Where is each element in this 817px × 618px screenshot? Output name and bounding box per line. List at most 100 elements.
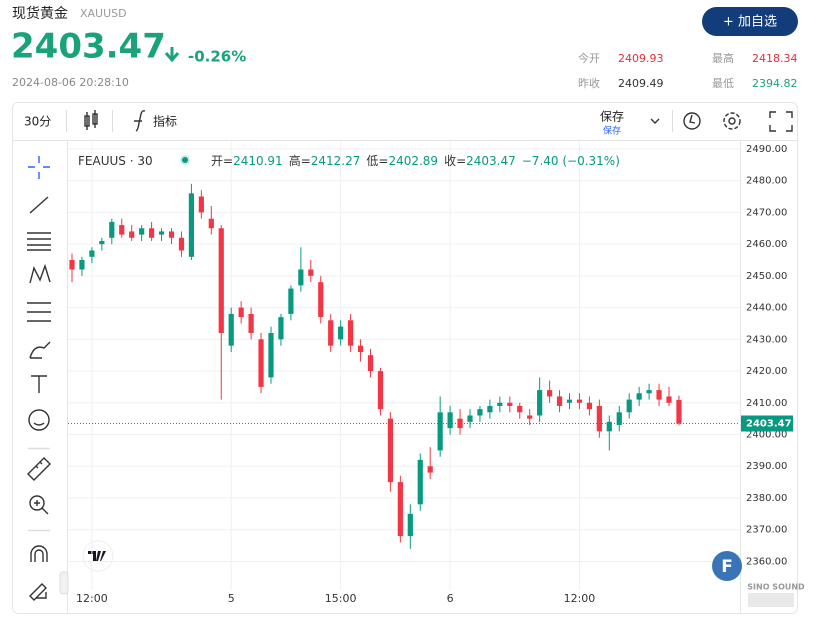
candle-body (218, 228, 224, 333)
candle-body (437, 412, 443, 451)
x-tick-label: 12:00 (76, 592, 108, 605)
candle-body (676, 399, 682, 424)
candle-body (517, 405, 523, 413)
candle-body (149, 228, 155, 238)
candle-body (566, 399, 573, 403)
zoom-tool[interactable] (29, 495, 45, 511)
candle-body (417, 459, 423, 505)
prediction-tool[interactable] (27, 302, 51, 322)
y-tick-label: 2450.00 (746, 271, 787, 282)
candle-body (377, 371, 384, 410)
candle-body (606, 421, 612, 432)
candle-body (318, 282, 324, 318)
candle-body (527, 415, 533, 419)
tool-icons (27, 156, 51, 601)
candle-body (497, 402, 503, 406)
candle-body (238, 307, 244, 318)
candle-body (616, 412, 622, 425)
candle-body (139, 228, 145, 235)
candle-body (586, 402, 592, 410)
candle-body (556, 396, 563, 406)
save[interactable]: 保存 (600, 110, 624, 124)
x-tick-label: 15:00 (325, 592, 357, 605)
stat-label: 最高 (712, 51, 734, 65)
candle-body (407, 513, 413, 537)
candle-body (576, 399, 583, 403)
y-tick-label: 2390.00 (746, 461, 787, 472)
stat-value: 2418.34 (752, 52, 798, 65)
site-logo (712, 551, 742, 581)
price: 2403.47 (11, 27, 166, 67)
emoji-tool[interactable] (28, 409, 50, 431)
lock-tool[interactable] (29, 583, 47, 601)
stat-value: 2409.49 (618, 77, 664, 90)
legend-dot (180, 155, 190, 165)
legend-text: 2412.27 (311, 154, 361, 168)
trendline-tool[interactable] (29, 196, 49, 214)
candle-body (308, 269, 314, 276)
watermark-box (748, 593, 794, 607)
candle-body (198, 196, 204, 213)
magnet-tool[interactable] (30, 545, 48, 562)
plot (68, 183, 740, 549)
legend-text: 低= (366, 154, 388, 168)
legend-text: 2410.91 (233, 154, 283, 168)
candle-body (178, 237, 185, 251)
y-tick-label: 2430.00 (746, 334, 787, 345)
candle-body (288, 288, 294, 314)
site-logo-text: F (721, 557, 733, 577)
candle-type-icon[interactable] (84, 110, 98, 130)
legend-text: −7.40 (−0.31%) (522, 154, 620, 168)
x-tick-label: 6 (447, 592, 454, 605)
indicators[interactable]: 指标 (153, 114, 177, 129)
emoji-face (33, 417, 45, 426)
add-watchlist-label[interactable]: + 加自选 (723, 15, 777, 30)
candle-body (457, 418, 463, 429)
x-tick-label: 12:00 (564, 592, 596, 605)
fib-tool[interactable] (27, 232, 51, 251)
legend-text: 2402.89 (388, 154, 438, 168)
alert-icon[interactable] (683, 112, 701, 130)
x-tick-label: 5 (228, 592, 235, 605)
candle-body (208, 218, 214, 229)
y-tick-label: 2480.00 (746, 176, 787, 187)
chart-frame (12, 102, 798, 614)
candle-body (547, 390, 553, 397)
tv-logo-mark (88, 551, 106, 561)
add-watchlist-button[interactable] (702, 7, 798, 36)
text-tool[interactable] (31, 375, 47, 393)
interval[interactable]: 30分 (24, 115, 51, 129)
settings-icon[interactable] (723, 112, 741, 130)
ruler-tool[interactable] (27, 457, 51, 481)
candle-body (367, 355, 374, 372)
legend-text: 开= (211, 154, 233, 168)
candle-body (507, 402, 513, 406)
candle-body (357, 345, 364, 353)
y-tick-label: 2460.00 (746, 239, 787, 250)
candle-body (348, 320, 354, 346)
chevron[interactable] (650, 118, 660, 124)
crosshair-tool[interactable] (28, 156, 50, 179)
candle-body (477, 409, 483, 416)
candle-body (427, 466, 433, 473)
candle-body (447, 412, 453, 429)
candle-body (129, 231, 135, 238)
fx-icon[interactable] (134, 110, 146, 132)
brush-tool[interactable] (29, 341, 51, 359)
pattern-tool[interactable] (29, 263, 51, 284)
y-tick-label: 2490.00 (746, 144, 787, 155)
legend-text: 收= (444, 154, 466, 168)
candle-body (69, 259, 75, 270)
candle-body (228, 313, 234, 346)
candle-body (268, 332, 274, 378)
candle-body (99, 240, 105, 245)
candle-body (298, 269, 304, 286)
fullscreen-icon[interactable] (769, 111, 793, 132)
change: -0.26% (188, 48, 246, 66)
down-arrow (164, 47, 180, 63)
candle-body (656, 390, 662, 400)
candle-body (278, 317, 284, 340)
sidebar-toggle[interactable] (59, 571, 69, 595)
candle-body (258, 339, 264, 387)
